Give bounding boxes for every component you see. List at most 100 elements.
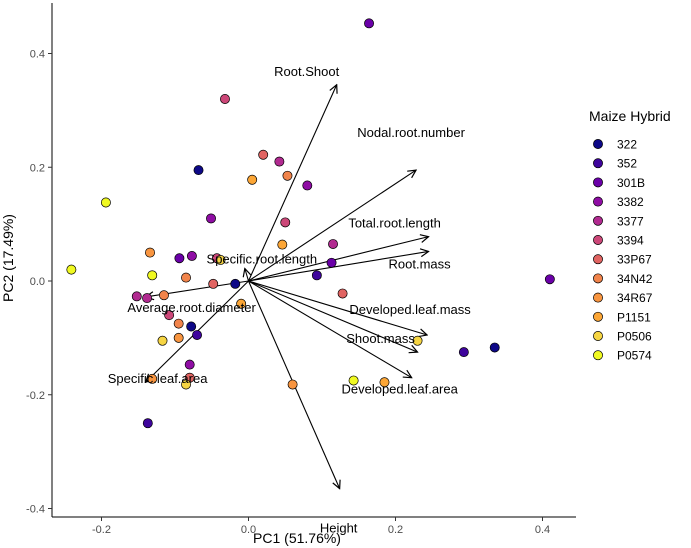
legend-label-34n42: 34N42 <box>617 272 653 286</box>
point-3394 <box>220 94 230 104</box>
point-3394 <box>280 217 291 228</box>
point-352 <box>458 347 469 358</box>
point-301b <box>364 18 374 29</box>
point-34r67 <box>173 332 184 343</box>
point-33p67 <box>208 278 219 289</box>
point-p0506 <box>412 335 423 346</box>
point-33p67 <box>337 288 348 299</box>
legend-label-3382: 3382 <box>617 195 644 209</box>
legend-label-p1151: P1151 <box>617 310 651 324</box>
point-p0506 <box>215 255 226 265</box>
x-tick-label: 0.4 <box>535 524 550 536</box>
loading-label-developed-leaf-area: Developed.leaf.area <box>341 382 458 397</box>
loading-label-specific-root-length: Specific.root.length <box>207 251 318 266</box>
loading-label-height: Height <box>320 521 358 536</box>
legend-key-322 <box>593 139 603 149</box>
legend-key-34r67 <box>593 292 603 303</box>
point-352 <box>311 270 322 281</box>
y-tick-label: -0.2 <box>26 390 45 402</box>
point-301b <box>544 274 555 285</box>
y-tick-label: 0.0 <box>30 276 45 288</box>
legend-label-301b: 301B <box>617 176 645 190</box>
legend-key-3382 <box>593 196 603 207</box>
y-axis: -0.4 -0.2 0.0 0.2 0.4 <box>26 49 52 516</box>
legend-key-34n42 <box>593 273 603 284</box>
point-34r67 <box>287 379 298 390</box>
legend-key-301b <box>593 177 603 188</box>
point-p1151 <box>379 377 390 388</box>
point-p0574 <box>348 375 359 386</box>
point-33p67 <box>258 149 269 160</box>
point-34r67 <box>147 373 158 384</box>
point-3382 <box>184 359 195 370</box>
legend-key-p0506 <box>593 331 603 341</box>
loading-labels: Root.Shoot Nodal.root.number Total.root.le… <box>108 64 472 536</box>
point-352 <box>192 330 202 340</box>
x-tick-label: 0.2 <box>388 524 403 536</box>
x-tick-label: -0.2 <box>92 524 111 536</box>
loading-arrow-total-root-length <box>248 237 429 282</box>
point-p0574 <box>100 197 111 208</box>
loading-label-root-mass: Root.mass <box>389 256 452 271</box>
loading-label-nodal-root-number: Nodal.root.number <box>357 125 465 140</box>
legend: Maize Hybrid 322 352 301B 3382 3377 3394 33P67… <box>589 108 671 363</box>
point-p0506 <box>181 379 191 390</box>
loading-label-average-root-diameter: Average.root.diameter <box>127 300 256 315</box>
y-tick-label: -0.4 <box>26 504 45 516</box>
point-34r67 <box>145 247 155 258</box>
legend-key-33p67 <box>593 254 603 265</box>
loading-label-total-root-length: Total.root.length <box>348 216 441 231</box>
loading-label-root-shoot: Root.Shoot <box>274 64 339 79</box>
point-352 <box>142 418 153 429</box>
point-p1151 <box>247 174 258 185</box>
y-axis-title: PC2 (17.49%) <box>0 214 16 302</box>
point-34n42 <box>181 272 191 283</box>
point-p1151 <box>236 298 247 309</box>
point-3382 <box>302 180 313 191</box>
loading-arrow-specific-root-length <box>245 268 249 282</box>
point-3377 <box>142 293 153 304</box>
legend-key-3394 <box>593 235 603 245</box>
legend-label-3377: 3377 <box>617 214 644 228</box>
score-points <box>66 18 555 429</box>
x-axis-title: PC1 (51.76%) <box>253 530 341 546</box>
legend-label-p0506: P0506 <box>617 330 652 344</box>
loading-arrow-developed-leaf-mass <box>248 280 428 335</box>
loading-vectors <box>146 85 429 489</box>
plot-area <box>51 3 576 518</box>
point-322 <box>193 165 204 176</box>
loading-arrow-root-shoot <box>247 85 337 282</box>
legend-label-p0574: P0574 <box>617 349 652 363</box>
loading-arrow-root-mass <box>248 251 429 282</box>
loading-arrow-nodal-root-number <box>248 170 417 282</box>
point-p0506 <box>157 335 168 346</box>
point-p1151 <box>277 239 288 250</box>
point-3377 <box>274 156 285 167</box>
point-34n42 <box>159 290 169 301</box>
legend-title: Maize Hybrid <box>589 108 671 124</box>
legend-label-352: 352 <box>617 157 637 171</box>
legend-label-34r67: 34R67 <box>617 291 653 305</box>
point-301b <box>326 257 337 268</box>
point-34n42 <box>282 170 293 181</box>
legend-key-p1151 <box>593 311 603 322</box>
point-301b <box>174 253 185 264</box>
point-p0574 <box>66 264 77 275</box>
point-3382 <box>206 213 216 224</box>
legend-label-33p67: 33P67 <box>617 253 652 267</box>
x-axis: -0.2 0.0 0.2 0.4 <box>92 517 550 536</box>
legend-key-p0574 <box>593 350 603 361</box>
loading-arrow-shoot-mass <box>248 280 418 352</box>
loading-label-specific-leaf-area: Specific.leaf.area <box>108 371 208 386</box>
x-tick-label: 0.0 <box>241 524 256 536</box>
point-322 <box>489 342 500 353</box>
legend-key-3377 <box>593 215 603 226</box>
legend-label-322: 322 <box>617 138 637 152</box>
y-tick-label: 0.4 <box>30 49 45 61</box>
loading-label-shoot-mass: Shoot.mass <box>346 331 415 346</box>
loading-label-developed-leaf-mass: Developed.leaf.mass <box>349 302 471 317</box>
point-34n42 <box>173 318 184 329</box>
point-322 <box>230 278 241 289</box>
point-3382 <box>186 251 197 261</box>
